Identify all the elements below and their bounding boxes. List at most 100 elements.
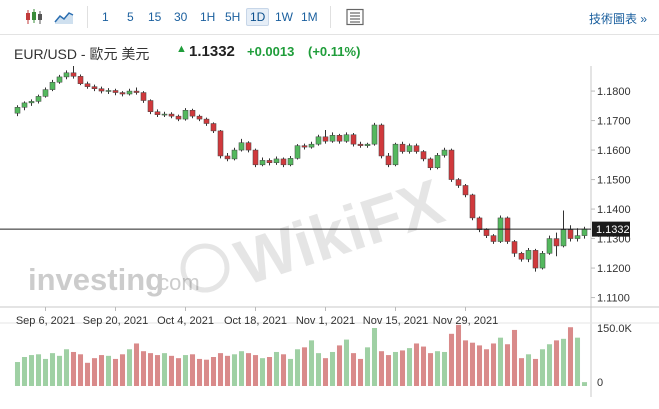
volume-bar (77, 354, 84, 386)
timeframe-1w-button[interactable]: 1W (275, 10, 293, 24)
candle-body (483, 229, 490, 236)
price-tick-label: 1.1400 (597, 204, 631, 216)
candle-body (406, 145, 413, 152)
timeframe-1m-button[interactable]: 1M (301, 10, 318, 24)
symbol-title: EUR/USD - 歐元 美元 (14, 46, 150, 62)
candle-body (385, 155, 392, 166)
investing-watermark-suffix: .com (152, 270, 200, 295)
volume-bar (28, 355, 35, 386)
volume-bar (35, 354, 42, 386)
candle-body (546, 238, 553, 254)
volume-bar (42, 358, 49, 386)
candle-body (553, 238, 560, 247)
candlestick-chart-type-icon[interactable] (24, 8, 44, 26)
candle-body (441, 149, 448, 156)
candle-body (364, 143, 371, 146)
volume-bar (98, 355, 105, 386)
timeframe-1d-button[interactable]: 1D (246, 8, 270, 26)
last-price: 1.1332 (189, 43, 235, 60)
volume-bar (315, 353, 322, 386)
candle-body (532, 250, 539, 269)
price-change-percent: (+0.11%) (308, 44, 361, 59)
data-table-icon[interactable] (345, 8, 365, 26)
candle-body (350, 134, 357, 145)
candle-body (392, 143, 399, 166)
candle-body (161, 113, 168, 116)
candle-body (91, 86, 98, 89)
price-tick-label: 1.1100 (597, 293, 630, 305)
candle-body (294, 145, 301, 159)
candle-body (462, 185, 469, 196)
candle-body (63, 72, 70, 78)
volume-bar (203, 359, 210, 386)
volume-bar (518, 358, 525, 386)
volume-bar (140, 351, 147, 386)
candle-body (434, 155, 441, 169)
candle-body (98, 88, 105, 92)
volume-bar (196, 358, 203, 386)
date-tick-label: Sep 20, 2021 (83, 315, 148, 327)
volume-bar (574, 337, 581, 386)
candle-body (273, 158, 280, 164)
price-tick-label: 1.1700 (597, 116, 631, 128)
date-tick-label: Nov 15, 2021 (363, 315, 428, 327)
toolbar-divider (87, 6, 88, 28)
date-tick-label: Nov 1, 2021 (296, 315, 355, 327)
volume-bar (224, 355, 231, 386)
candle-body (84, 83, 91, 87)
candle-body (70, 72, 77, 77)
volume-bar (462, 340, 469, 386)
candle-body (105, 90, 112, 92)
timeframe-1h-button[interactable]: 1H (200, 10, 216, 24)
volume-bar (420, 346, 427, 386)
candle-body (133, 90, 140, 93)
candle-body (119, 92, 126, 95)
timeframe-1min-button[interactable]: 1 (102, 10, 109, 24)
volume-bar (504, 344, 511, 386)
candle-body (301, 145, 308, 148)
volume-bar (210, 357, 217, 386)
volume-bar (427, 353, 434, 386)
volume-bar (378, 351, 385, 386)
volume-bar (259, 358, 266, 386)
volume-bar (49, 353, 56, 386)
arrow-up-icon: ▲ (176, 43, 187, 55)
volume-bar (287, 358, 294, 386)
volume-bar (497, 337, 504, 386)
volume-bar (147, 353, 154, 386)
volume-bar (406, 348, 413, 386)
technical-chart-link[interactable]: 技術圖表 » (588, 12, 647, 26)
candle-body (336, 135, 343, 142)
volume-bar (413, 343, 420, 386)
area-chart-type-icon[interactable] (54, 8, 74, 26)
investing-watermark: investing .com (28, 262, 200, 297)
date-tick-label: Sep 6, 2021 (16, 315, 75, 327)
volume-bar (539, 349, 546, 386)
volume-bar (511, 329, 518, 386)
candle-body (497, 217, 504, 242)
candle-body (371, 124, 378, 145)
volume-bar (525, 354, 532, 386)
volume-bar (357, 358, 364, 386)
timeframe-5h-button[interactable]: 5H (225, 10, 241, 24)
volume-bar (483, 349, 490, 386)
price-change: +0.0013 (247, 44, 295, 59)
candle-body (357, 143, 364, 146)
candle-body (518, 253, 525, 260)
candle-body (413, 145, 420, 152)
candle-body (42, 89, 49, 97)
price-chart[interactable]: investing .com WikiFX 1.18001.17001.1600… (0, 66, 659, 409)
candle-body (560, 229, 567, 247)
candle-body (182, 109, 189, 120)
volume-bar (217, 353, 224, 386)
timeframe-15min-button[interactable]: 15 (148, 10, 162, 24)
candle-body (224, 155, 231, 160)
quote-header: EUR/USD - 歐元 美元 ▲ 1.1332 +0.0013 (+0.11%… (0, 34, 659, 66)
volume-bar (399, 350, 406, 386)
timeframe-5min-button[interactable]: 5 (127, 10, 134, 24)
volume-bar (189, 354, 196, 386)
timeframe-30min-button[interactable]: 30 (174, 10, 188, 24)
candle-body (126, 90, 133, 95)
price-tick-label: 1.1800 (597, 86, 631, 98)
candle-body (308, 143, 315, 148)
